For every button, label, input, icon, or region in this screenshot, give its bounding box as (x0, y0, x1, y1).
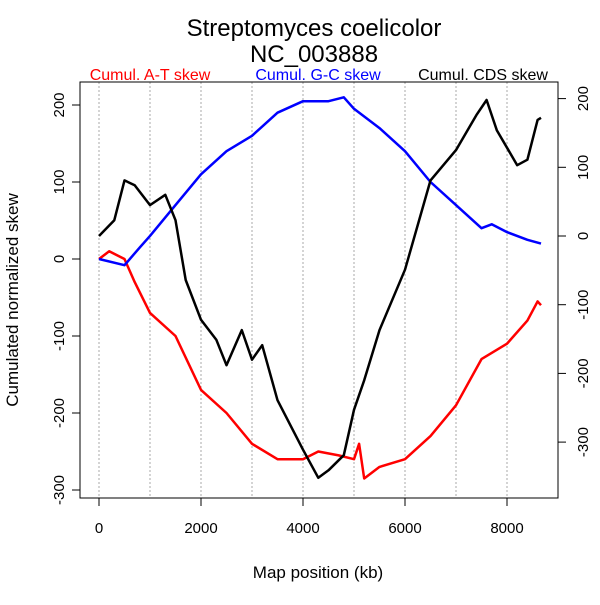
y2-tick-label: 200 (575, 86, 592, 111)
y-tick-label: 100 (51, 169, 68, 194)
series-line-1 (98, 96, 542, 267)
y-tick-label: 0 (51, 255, 68, 263)
y2-tick-label: -100 (575, 290, 592, 320)
series-line-0 (98, 250, 542, 480)
y-tick-label: -200 (51, 398, 68, 428)
chart-subtitle: NC_003888 (250, 41, 378, 68)
x-tick-label: 2000 (184, 520, 217, 537)
series-lines (98, 96, 542, 480)
legend-entry: Cumul. G-C skew (255, 67, 381, 84)
chart-title: Streptomyces coelicolor (187, 15, 442, 42)
y-tick-label: 200 (51, 92, 68, 117)
x-tick-label: 0 (95, 520, 103, 537)
x-tick-label: 4000 (286, 520, 319, 537)
y-tick-label: -300 (51, 475, 68, 505)
x-axis-label: Map position (kb) (253, 563, 383, 582)
y-axis-label: Cumulated normalized skew (3, 193, 22, 407)
x-tick-label: 6000 (388, 520, 421, 537)
y2-tick-label: 100 (575, 155, 592, 180)
legend: Cumul. A-T skew Cumul. G-C skew Cumul. CDS… (90, 67, 549, 84)
legend-entry: Cumul. A-T skew (90, 67, 211, 84)
grid (98, 82, 508, 498)
y2-tick-label: 0 (575, 232, 592, 240)
y2-tick-label: -200 (575, 358, 592, 388)
plot-frame (79, 81, 559, 499)
legend-entry: Cumul. CDS skew (418, 67, 548, 84)
y-tick-label: -100 (51, 321, 68, 351)
x-tick-label: 8000 (490, 520, 523, 537)
y2-tick-label: -300 (575, 427, 592, 457)
axes: 0 2000 4000 6000 8000-300-200-1000100200-300… (51, 86, 592, 537)
series-line-2 (98, 98, 542, 480)
